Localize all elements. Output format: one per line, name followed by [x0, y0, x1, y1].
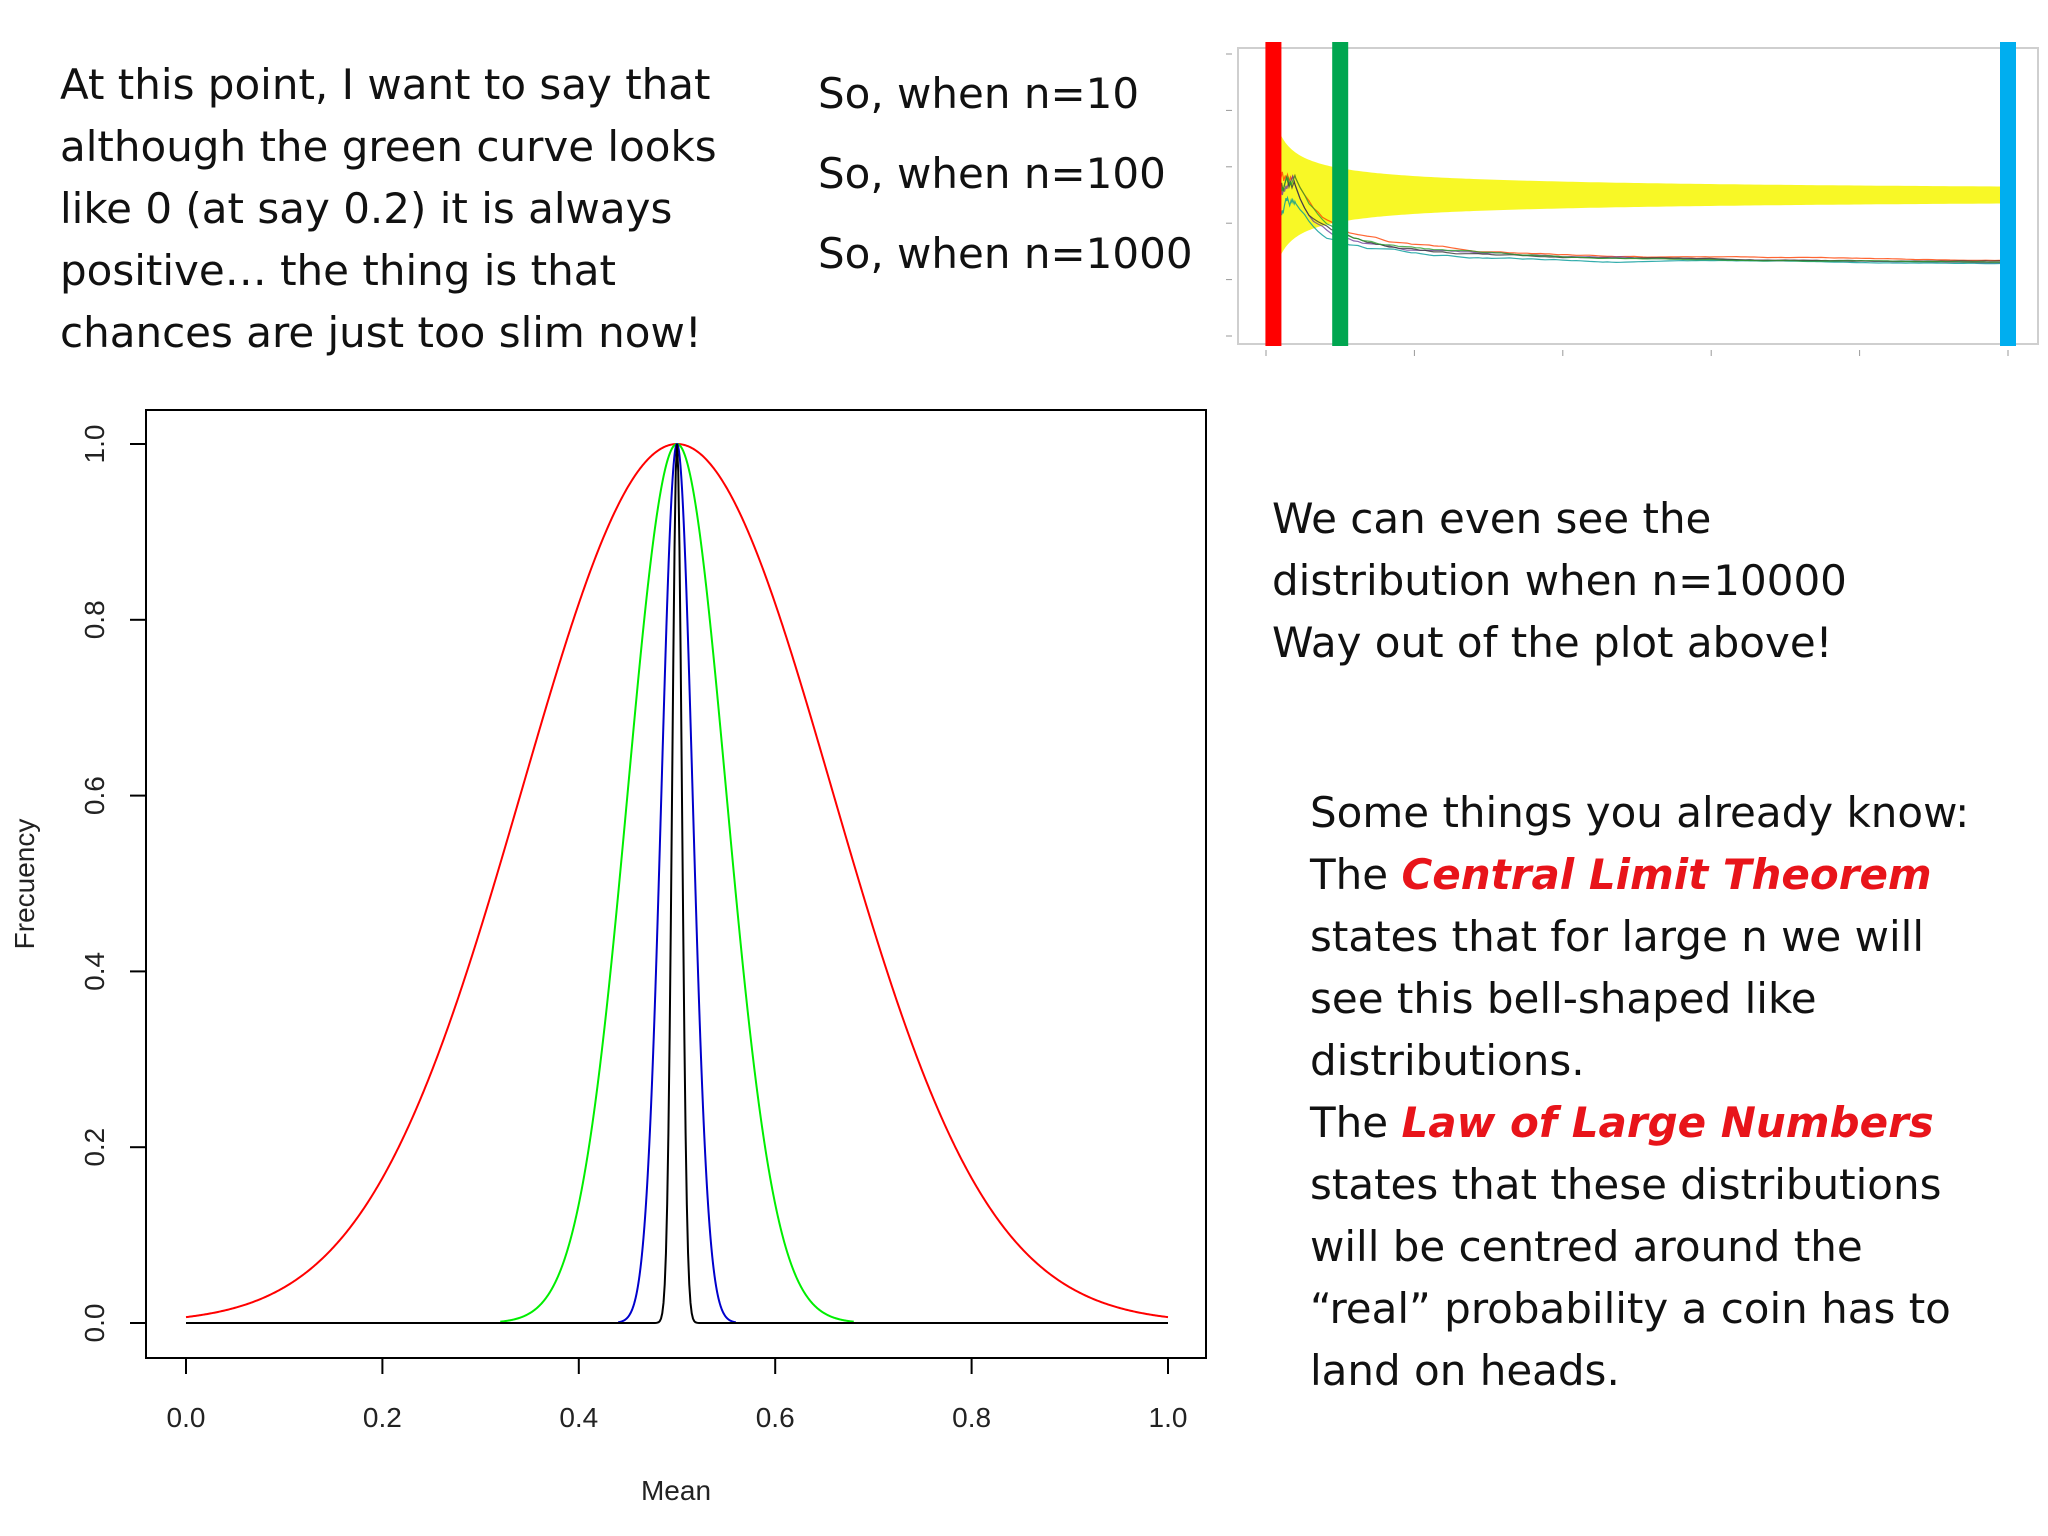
- n100-label: So, when n=100: [818, 149, 1166, 198]
- simulation-spread-band: [1266, 54, 2008, 336]
- clt-heading: The Central Limit Theorem: [1310, 844, 1969, 906]
- distribution-chart: 0.0 0.2 0.4 0.6 0.8 1.0 0.0 0.2 0.4 0.6 0.8 1.0 Me…: [9, 409, 1207, 1506]
- x-tick-label: 0.8: [952, 1402, 991, 1433]
- curve-series-1: [500, 442, 854, 1323]
- simulation-ticks: [1226, 53, 2009, 356]
- x-axis-label: Mean: [641, 1475, 711, 1506]
- intro-line: although the green curve looks: [60, 122, 717, 171]
- clt-line: see this bell-shaped like: [1310, 974, 1817, 1023]
- summary-intro: Some things you already know:: [1310, 788, 1970, 837]
- marker-n1000: [2000, 42, 2016, 346]
- clt-line: distributions.: [1310, 1036, 1585, 1085]
- lln-term: Law of Large Numbers: [1401, 1098, 1934, 1147]
- clt-prefix: The: [1310, 850, 1402, 899]
- intro-line: positive… the thing is that: [60, 246, 616, 295]
- marker-n100: [1332, 42, 1349, 346]
- curve-series-3: [186, 443, 1168, 1324]
- lln-prefix: The: [1310, 1098, 1402, 1147]
- y-tick-label: 1.0: [79, 425, 110, 464]
- y-tick-label: 0.8: [79, 600, 110, 639]
- marker-n10: [1265, 42, 1282, 346]
- x-tick-label: 0.4: [559, 1402, 598, 1433]
- curves: [185, 442, 1169, 1324]
- plot-frame: [145, 409, 1207, 1359]
- clt-term: Central Limit Theorem: [1401, 850, 1932, 899]
- n10000-note: We can even see the distribution when n=…: [1272, 488, 1847, 674]
- n10000-line: Way out of the plot above!: [1272, 618, 1833, 667]
- summary-text: Some things you already know: The Centra…: [1310, 782, 1969, 1402]
- simulation-plot-frame: [1237, 47, 2039, 345]
- y-tick-label: 0.2: [79, 1128, 110, 1167]
- x-tick-label: 1.0: [1149, 1402, 1188, 1433]
- y-tick-label: 0.4: [79, 952, 110, 991]
- simulation-trace: [1266, 194, 2008, 280]
- lln-line: land on heads.: [1310, 1346, 1620, 1395]
- y-tick-label: 0.6: [79, 776, 110, 815]
- clt-line: states that for large n we will: [1310, 912, 1925, 961]
- lln-line: “real” probability a coin has to: [1310, 1284, 1951, 1333]
- lln-line: states that these distributions: [1310, 1160, 1942, 1209]
- sample-size-markers: [1265, 42, 2016, 346]
- n10000-line: We can even see the: [1272, 494, 1712, 543]
- x-tick-label: 0.6: [756, 1402, 795, 1433]
- n10-label: So, when n=10: [818, 69, 1140, 118]
- n10000-line: distribution when n=10000: [1272, 556, 1847, 605]
- lln-heading: The Law of Large Numbers: [1310, 1092, 1969, 1154]
- x-tick-label: 0.2: [363, 1402, 402, 1433]
- curve-series-0: [185, 442, 1169, 1319]
- y-tick-label: 0.0: [79, 1304, 110, 1343]
- y-axis: 0.0 0.2 0.4 0.6 0.8 1.0: [79, 425, 147, 1343]
- simulation-traces: [1266, 109, 2009, 281]
- intro-text: At this point, I want to say that althou…: [60, 54, 717, 364]
- intro-line: chances are just too slim now!: [60, 308, 702, 357]
- intro-line: At this point, I want to say that: [60, 60, 711, 109]
- n1000-label: So, when n=1000: [818, 229, 1193, 278]
- sample-size-list: So, when n=10 So, when n=100 So, when n=…: [818, 54, 1193, 294]
- intro-line: like 0 (at say 0.2) it is always: [60, 184, 673, 233]
- simulation-chart: [1226, 42, 2039, 356]
- y-axis-label: Frecuency: [9, 819, 40, 950]
- x-tick-label: 0.0: [167, 1402, 206, 1433]
- simulation-trace: [1266, 173, 2008, 281]
- lln-line: will be centred around the: [1310, 1222, 1863, 1271]
- x-axis: 0.0 0.2 0.4 0.6 0.8 1.0: [167, 1357, 1188, 1433]
- curve-series-2: [617, 442, 737, 1324]
